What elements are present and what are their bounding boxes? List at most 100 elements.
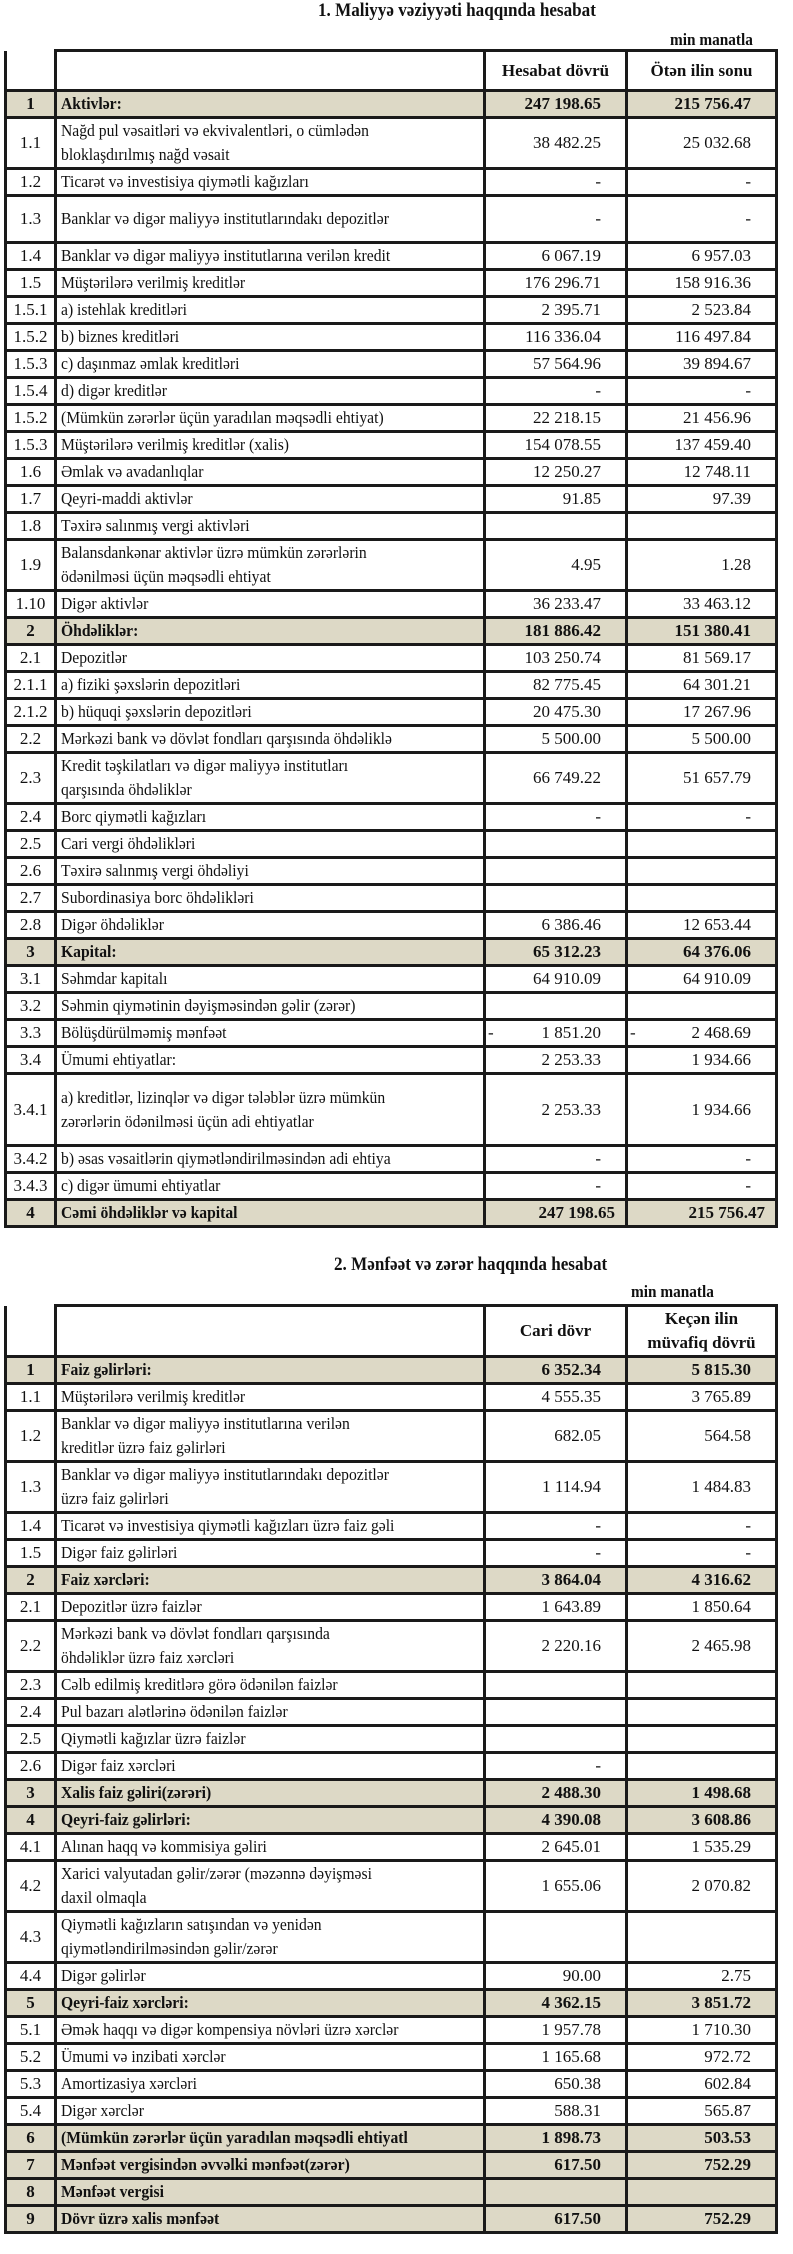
row-label: (Mümkün zərərlər üçün yaradılan məqsədli…	[61, 2128, 408, 2147]
prior-period-value: -	[625, 167, 778, 197]
current-period-value: 3 864.04	[483, 1565, 628, 1595]
row-label: Qiymətli kağızların satışından və yenidə…	[61, 1915, 322, 1958]
header-number-cell	[4, 1305, 57, 1358]
row-number: 1.5.3	[4, 349, 57, 379]
table-row: 4.4 Digər gəlirlər 90.00 2.75	[4, 1961, 778, 1991]
row-number: 4.4	[4, 1961, 57, 1991]
table-row: 3.2 Səhmin qiymətinin dəyişməsindən gəlir…	[4, 991, 778, 1021]
row-number: 1.5.2	[4, 322, 57, 352]
label-cell: Qiymətli kağızlar üzrə faizlər	[54, 1724, 486, 1754]
label-cell: b) biznes kreditləri	[54, 322, 486, 352]
row-number: 3.3	[4, 1018, 57, 1048]
row-number: 3.4.2	[4, 1144, 57, 1174]
header-row: Hesabat dövrü Ötən ilin sonu	[4, 49, 778, 92]
label-cell: b) əsas vəsaitlərin qiymətləndirilməsind…	[54, 1144, 486, 1174]
total-row: 7 Mənfəət vergisindən əvvəlki mənfəət(zər…	[4, 2150, 778, 2180]
prior-period-value: 602.84	[625, 2069, 778, 2099]
label-cell: Banklar və digər maliyyə institutlarına …	[54, 241, 486, 271]
total-row: 2 Faiz xərcləri: 3 864.04 4 316.62	[4, 1565, 778, 1595]
current-period-value: 4.95	[483, 538, 628, 592]
prior-period-value: 81 569.17	[625, 643, 778, 673]
table-row: 2.6 Təxirə salınmış vergi öhdəliyi	[4, 856, 778, 886]
current-period-value: 2 645.01	[483, 1832, 628, 1862]
prior-period-value: -	[625, 1511, 778, 1541]
label-cell: Ümumi və inzibati xərclər	[54, 2042, 486, 2072]
total-row: 4 Cəmi öhdəliklər və kapital 247 198.65 215…	[4, 1198, 778, 1228]
row-label: Kapital:	[61, 942, 117, 961]
table-row: 2.1 Depozitlər üzrə faizlər 1 643.89 1 850.…	[4, 1592, 778, 1622]
row-number: 2.1	[4, 1592, 57, 1622]
row-label: Faiz gəlirləri:	[61, 1360, 152, 1379]
current-period-value: 2 253.33	[483, 1072, 628, 1147]
prior-period-value	[625, 991, 778, 1021]
table-row: 2.1 Depozitlər 103 250.74 81 569.17	[4, 643, 778, 673]
row-number: 1.5.4	[4, 376, 57, 406]
row-number: 1.1	[4, 1382, 57, 1412]
row-number: 1.5	[4, 268, 57, 298]
label-cell: Təxirə salınmış vergi öhdəliyi	[54, 856, 486, 886]
column-header: Ötən ilin sonu	[625, 49, 778, 92]
table-row: 4.2 Xarici valyutadan gəlir/zərər (məzənn…	[4, 1859, 778, 1913]
prior-period-value: 3 851.72	[625, 1988, 778, 2018]
row-label: Balansdankənar aktivlər üzrə mümkün zərə…	[61, 543, 367, 586]
row-number: 4.2	[4, 1859, 57, 1913]
current-period-value: -	[483, 194, 628, 244]
prior-period-value: 116 497.84	[625, 322, 778, 352]
label-cell: Banklar və digər maliyyə institutlarına …	[54, 1409, 486, 1463]
table-row: 1.1 Müştərilərə verilmiş kreditlər 4 555.3…	[4, 1382, 778, 1412]
prior-period-value	[625, 2177, 778, 2207]
row-number: 3.1	[4, 964, 57, 994]
row-number: 1.5.3	[4, 430, 57, 460]
current-period-value: -	[483, 1538, 628, 1568]
row-label: Kredit təşkilatları və digər maliyyə ins…	[61, 756, 349, 799]
current-period-value: 617.50	[483, 2150, 628, 2180]
row-label: Qiymətli kağızlar üzrə faizlər	[61, 1729, 246, 1748]
row-number: 1.5	[4, 1538, 57, 1568]
current-period-value: -	[483, 167, 628, 197]
row-label: Mərkəzi bank və dövlət fondları qarşısın…	[61, 1624, 330, 1667]
total-row: 5 Qeyri-faiz xərcləri: 4 362.15 3 851.72	[4, 1988, 778, 2018]
total-row: 4 Qeyri-faiz gəlirləri: 4 390.08 3 608.86	[4, 1805, 778, 1835]
row-label: Mənfəət vergisindən əvvəlki mənfəət(zərə…	[61, 2155, 350, 2174]
header-label-cell	[54, 1304, 486, 1358]
row-label: Cari vergi öhdəlikləri	[61, 834, 196, 853]
report2-title: 2. Mənfəət və zərər haqqında hesabat	[334, 1254, 608, 1275]
label-cell: Digər faiz gəlirləri	[54, 1538, 486, 1568]
table-row: 1.5.4 d) digər kreditlər - -	[4, 376, 778, 406]
label-cell: c) digər ümumi ehtiyatlar	[54, 1171, 486, 1201]
row-number: 2	[4, 1565, 57, 1595]
negative-sign: -	[630, 1023, 636, 1042]
prior-period-value: 752.29	[625, 2204, 778, 2234]
prior-period-value	[625, 1724, 778, 1754]
prior-period-value: 5 500.00	[625, 724, 778, 754]
row-label: Xalis faiz gəliri(zərəri)	[61, 1783, 212, 1802]
negative-sign: -	[488, 1023, 494, 1042]
table-row: 5.1 Əmək haqqı və digər kompensiya növlər…	[4, 2015, 778, 2045]
current-period-value	[483, 1697, 628, 1727]
row-label: Depozitlər üzrə faizlər	[61, 1597, 202, 1616]
current-period-value: 90.00	[483, 1961, 628, 1991]
prior-period-value: 1 934.66	[625, 1045, 778, 1075]
prior-period-value	[625, 511, 778, 541]
row-number: 8	[4, 2177, 57, 2207]
label-cell: Alınan haqq və kommisiya gəliri	[54, 1832, 486, 1862]
label-cell: Digər faiz xərcləri	[54, 1751, 486, 1781]
row-label: Digər gəlirlər	[61, 1966, 146, 1985]
label-cell: Banklar və digər maliyyə institutlarında…	[54, 194, 486, 244]
label-cell: Digər aktivlər	[54, 589, 486, 619]
row-number: 5	[4, 1988, 57, 2018]
current-period-value: 247 198.65	[483, 1198, 628, 1228]
row-number: 3	[4, 1778, 57, 1808]
current-period-value: 2 253.33	[483, 1045, 628, 1075]
row-label: Pul bazarı alətlərinə ödənilən faizlər	[61, 1702, 288, 1721]
row-number: 2.5	[4, 829, 57, 859]
label-cell: Qiymətli kağızların satışından və yenidə…	[54, 1910, 486, 1964]
prior-period-value: 25 032.68	[625, 116, 778, 170]
prior-period-value: 21 456.96	[625, 403, 778, 433]
current-period-value: 91.85	[483, 484, 628, 514]
prior-period-value: 12 748.11	[625, 457, 778, 487]
table-row: 1.5.3 Müştərilərə verilmiş kreditlər (xal…	[4, 430, 778, 460]
row-label: Cəmi öhdəliklər və kapital	[61, 1203, 238, 1222]
row-number: 2.6	[4, 856, 57, 886]
prior-period-value: -	[625, 1144, 778, 1174]
